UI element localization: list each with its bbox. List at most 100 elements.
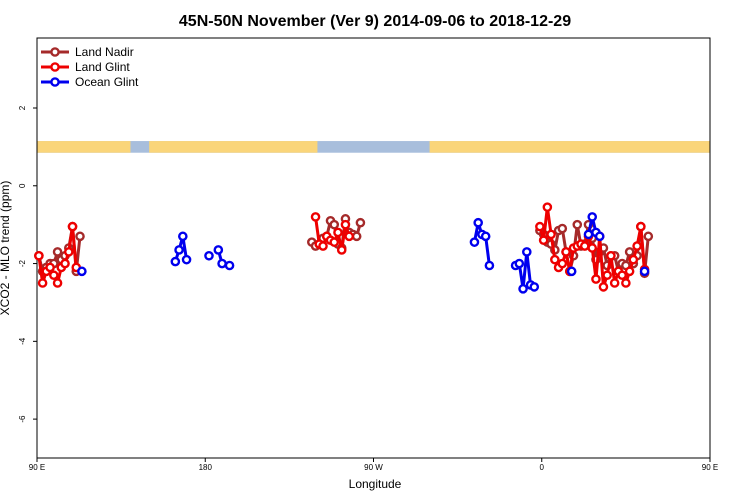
- ocean-band: [37, 141, 710, 153]
- data-point: [561, 247, 571, 257]
- data-point: [37, 278, 48, 288]
- land-ocean-band: [37, 141, 710, 153]
- data-point: [572, 219, 583, 230]
- data-point: [550, 254, 560, 265]
- data-point: [217, 258, 227, 269]
- data-point: [469, 237, 480, 247]
- data-point: [514, 258, 525, 269]
- data-point: [538, 235, 549, 246]
- data-point: [624, 266, 635, 277]
- data-point: [566, 266, 577, 277]
- legend-swatch-marker: [50, 47, 60, 57]
- series-land-glint: [34, 202, 650, 292]
- data-point: [224, 260, 235, 271]
- legend-swatch-marker: [50, 77, 60, 87]
- y-tick-label: -4: [18, 337, 27, 345]
- y-axis-ticks: 2 0 -2 -4 -6: [18, 105, 37, 423]
- x-axis-label: Longitude: [349, 477, 402, 491]
- x-tick-label: 0: [540, 463, 545, 472]
- data-point: [583, 229, 594, 240]
- data-point: [535, 221, 545, 232]
- data-point: [606, 250, 616, 261]
- land-band-segment: [149, 141, 318, 153]
- legend-label: Ocean Glint: [75, 75, 139, 89]
- data-point: [521, 247, 532, 257]
- data-point: [639, 266, 650, 277]
- legend-item: Ocean Glint: [41, 75, 139, 89]
- legend-item: Land Nadir: [41, 45, 134, 59]
- data-point: [52, 278, 63, 288]
- y-axis-label: XCO2 - MLO trend (ppm): [0, 181, 12, 316]
- land-band-segment: [429, 141, 710, 153]
- data-point: [213, 245, 224, 255]
- plot-frame: [36, 37, 711, 459]
- data-point: [643, 231, 654, 242]
- data-point: [624, 247, 635, 257]
- data-point: [340, 219, 351, 230]
- data-point: [318, 241, 328, 251]
- data-point: [546, 229, 556, 240]
- data-point: [77, 266, 87, 277]
- data-point: [75, 231, 85, 242]
- x-tick-label: 90 E: [29, 463, 45, 472]
- data-point: [63, 247, 74, 257]
- data-point: [329, 219, 340, 230]
- data-point: [67, 221, 78, 232]
- data-point: [621, 278, 631, 288]
- data-point: [609, 278, 620, 288]
- data-point: [174, 245, 184, 255]
- data-point: [628, 254, 639, 265]
- data-point: [351, 231, 362, 242]
- data-point: [204, 250, 214, 261]
- data-point: [587, 212, 598, 222]
- data-point: [344, 231, 354, 242]
- legend-swatch-marker: [50, 62, 60, 72]
- data-point: [170, 256, 181, 267]
- data-point: [602, 270, 612, 281]
- y-tick-label: 0: [18, 183, 27, 188]
- x-tick-label: 90 W: [364, 463, 383, 472]
- y-tick-label: -2: [18, 259, 27, 267]
- data-point: [45, 262, 55, 273]
- data-point: [333, 227, 343, 238]
- series-ocean-glint: [77, 212, 650, 294]
- data-point: [579, 241, 590, 251]
- legend-label: Land Glint: [75, 60, 130, 74]
- data-point: [587, 243, 598, 253]
- data-point: [617, 270, 627, 281]
- x-tick-label: 90 E: [702, 463, 718, 472]
- data-point: [34, 250, 44, 261]
- data-point: [355, 217, 366, 228]
- legend-label: Land Nadir: [75, 45, 134, 59]
- data-point: [329, 237, 340, 247]
- series-layer: [34, 202, 654, 294]
- data-point: [480, 231, 491, 242]
- y-tick-label: -6: [18, 415, 27, 423]
- series-line: [173, 234, 189, 263]
- data-point: [178, 231, 188, 242]
- chart-title: 45N-50N November (Ver 9) 2014-09-06 to 2…: [179, 13, 571, 30]
- data-point: [542, 202, 553, 212]
- data-point: [594, 231, 605, 242]
- data-point: [518, 284, 528, 294]
- data-point: [473, 217, 483, 228]
- data-point: [557, 258, 568, 269]
- data-point: [557, 223, 568, 234]
- data-point: [529, 282, 540, 292]
- data-point: [591, 274, 601, 284]
- data-point: [49, 270, 59, 281]
- data-point: [632, 241, 642, 251]
- data-point: [60, 258, 70, 269]
- data-point: [484, 260, 495, 271]
- legend-item: Land Glint: [41, 60, 130, 74]
- land-band-segment: [37, 141, 131, 153]
- data-point: [310, 212, 321, 222]
- x-tick-label: 180: [199, 463, 213, 472]
- data-point: [181, 254, 192, 265]
- data-point: [598, 282, 609, 292]
- data-point: [636, 221, 646, 232]
- data-point: [52, 247, 63, 257]
